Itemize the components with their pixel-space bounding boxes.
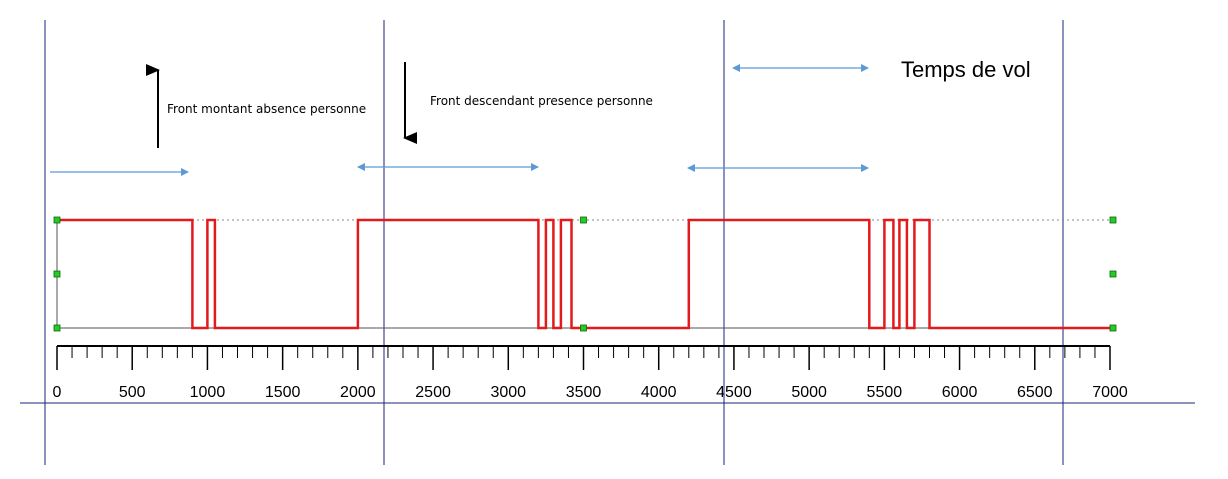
handle[interactable] (1109, 324, 1117, 332)
tick-label: 5500 (867, 384, 903, 401)
tick-label: 6500 (1017, 384, 1053, 401)
handle[interactable] (580, 216, 587, 224)
tick-label: 5000 (791, 384, 827, 401)
tick-label: 2500 (415, 384, 451, 401)
tick-label: 4500 (716, 384, 752, 401)
tick-label: 4000 (641, 384, 677, 401)
handle[interactable] (53, 216, 61, 224)
x-axis: 0 500 1000 1500 2000 2500 3000 3500 4000 4500 5000… (53, 345, 1128, 401)
guide-lines (44, 20, 1064, 465)
time-of-flight-label: Temps de vol (901, 57, 1031, 82)
handle[interactable] (1109, 270, 1117, 278)
handle[interactable] (53, 324, 61, 332)
tick-label: 1500 (265, 384, 301, 401)
tick-label: 3500 (566, 384, 602, 401)
handle[interactable] (580, 324, 587, 332)
tick-label: 3000 (490, 384, 526, 401)
falling-edge-label: Front descendant presence personne (430, 94, 653, 108)
tick-label: 7000 (1092, 384, 1128, 401)
handle[interactable] (53, 270, 61, 278)
tick-label: 2000 (340, 384, 376, 401)
handle[interactable] (1109, 216, 1117, 224)
tick-label: 0 (53, 384, 62, 401)
tick-label: 1000 (190, 384, 226, 401)
tick-label: 500 (119, 384, 146, 401)
signal-trace (57, 218, 1110, 330)
rising-edge-label: Front montant absence personne (167, 102, 367, 116)
selection-handles[interactable] (53, 216, 1117, 332)
tick-label: 6000 (942, 384, 978, 401)
